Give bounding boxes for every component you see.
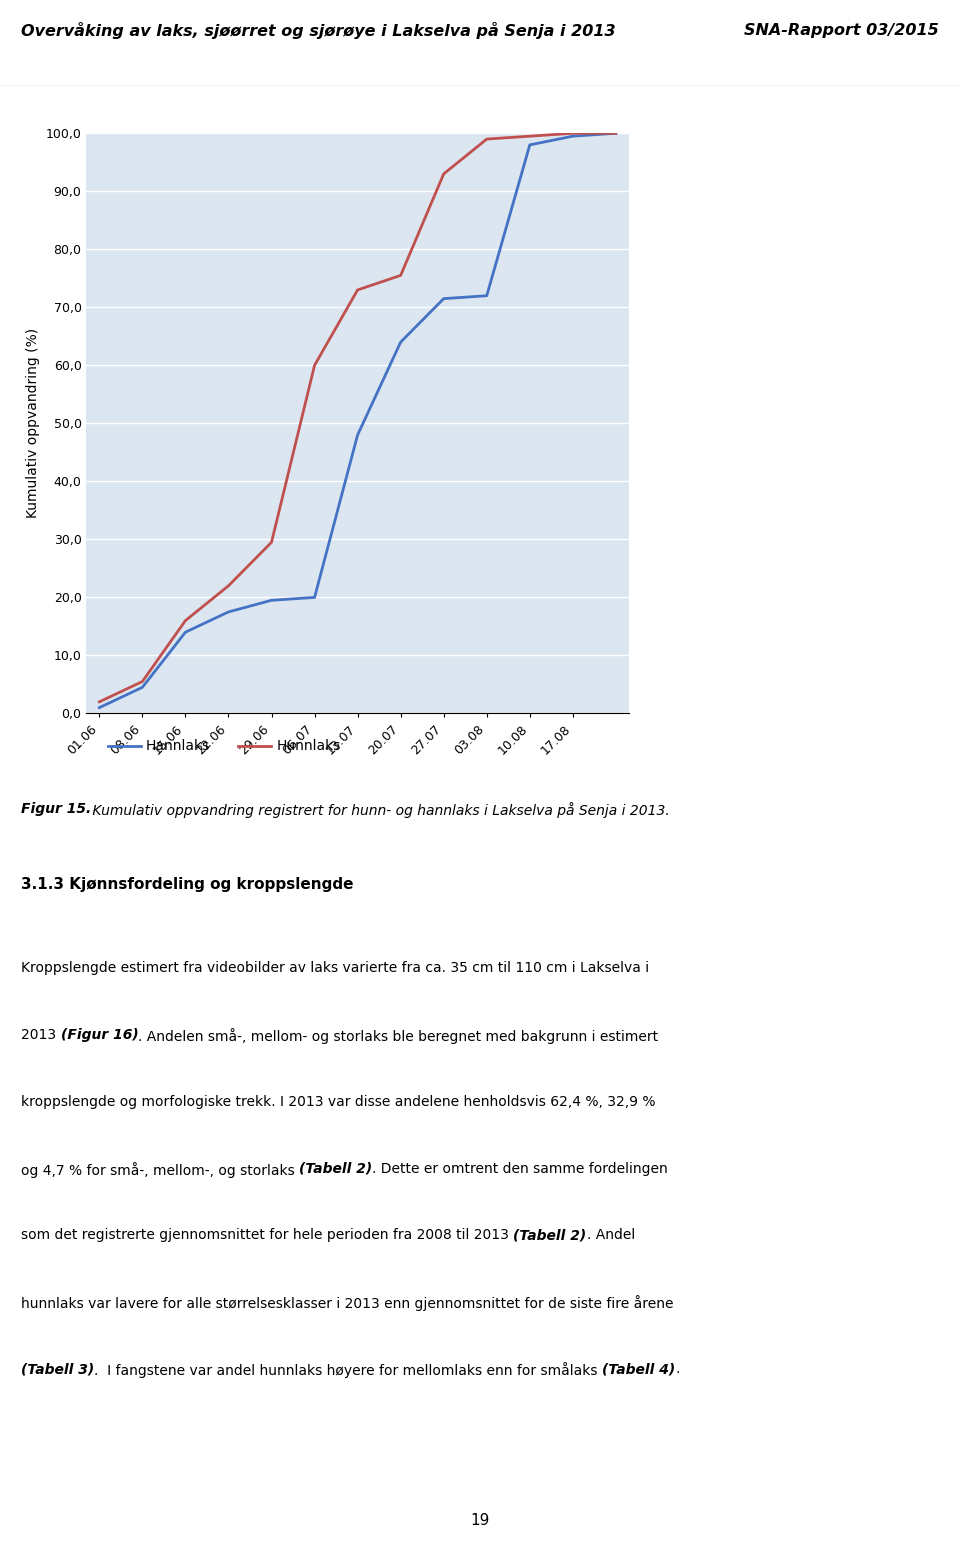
- Text: og 4,7 % for små-, mellom-, og storlaks: og 4,7 % for små-, mellom-, og storlaks: [21, 1162, 300, 1178]
- Text: (Tabell 2): (Tabell 2): [300, 1162, 372, 1176]
- Text: Hannlaks: Hannlaks: [146, 740, 210, 753]
- Text: .  I fangstene var andel hunnlaks høyere for mellomlaks enn for smålaks: . I fangstene var andel hunnlaks høyere …: [94, 1363, 602, 1378]
- Text: . Andel: . Andel: [587, 1228, 635, 1242]
- Text: som det registrerte gjennomsnittet for hele perioden fra 2008 til 2013: som det registrerte gjennomsnittet for h…: [21, 1228, 514, 1242]
- Text: Figur 15.: Figur 15.: [21, 801, 91, 815]
- Text: (Figur 16): (Figur 16): [60, 1027, 138, 1041]
- Text: Overvåking av laks, sjøørret og sjørøye i Lakselva på Senja i 2013: Overvåking av laks, sjøørret og sjørøye …: [21, 22, 615, 39]
- Text: . Andelen små-, mellom- og storlaks ble beregnet med bakgrunn i estimert: . Andelen små-, mellom- og storlaks ble …: [138, 1027, 659, 1044]
- Text: Hunnlaks: Hunnlaks: [276, 740, 341, 753]
- Text: (Tabell 2): (Tabell 2): [514, 1228, 587, 1242]
- Text: 3.1.3 Kjønnsfordeling og kroppslengde: 3.1.3 Kjønnsfordeling og kroppslengde: [21, 877, 353, 892]
- Text: kroppslengde og morfologiske trekk. I 2013 var disse andelene henholdsvis 62,4 %: kroppslengde og morfologiske trekk. I 20…: [21, 1094, 656, 1109]
- Text: .: .: [676, 1363, 680, 1377]
- Text: hunnlaks var lavere for alle størrelsesklasser i 2013 enn gjennomsnittet for de : hunnlaks var lavere for alle størrelsesk…: [21, 1295, 674, 1311]
- Y-axis label: Kumulativ oppvandring (%): Kumulativ oppvandring (%): [26, 328, 40, 519]
- Text: (Tabell 3): (Tabell 3): [21, 1363, 94, 1377]
- Text: SNA-Rapport 03/2015: SNA-Rapport 03/2015: [744, 22, 939, 38]
- Text: (Tabell 4): (Tabell 4): [602, 1363, 676, 1377]
- Text: Kroppslengde estimert fra videobilder av laks varierte fra ca. 35 cm til 110 cm : Kroppslengde estimert fra videobilder av…: [21, 961, 649, 975]
- Text: Kumulativ oppvandring registrert for hunn- og hannlaks i Lakselva på Senja i 201: Kumulativ oppvandring registrert for hun…: [87, 801, 669, 817]
- Text: 2013: 2013: [21, 1027, 60, 1041]
- Text: 19: 19: [470, 1513, 490, 1529]
- Text: . Dette er omtrent den samme fordelingen: . Dette er omtrent den samme fordelingen: [372, 1162, 668, 1176]
